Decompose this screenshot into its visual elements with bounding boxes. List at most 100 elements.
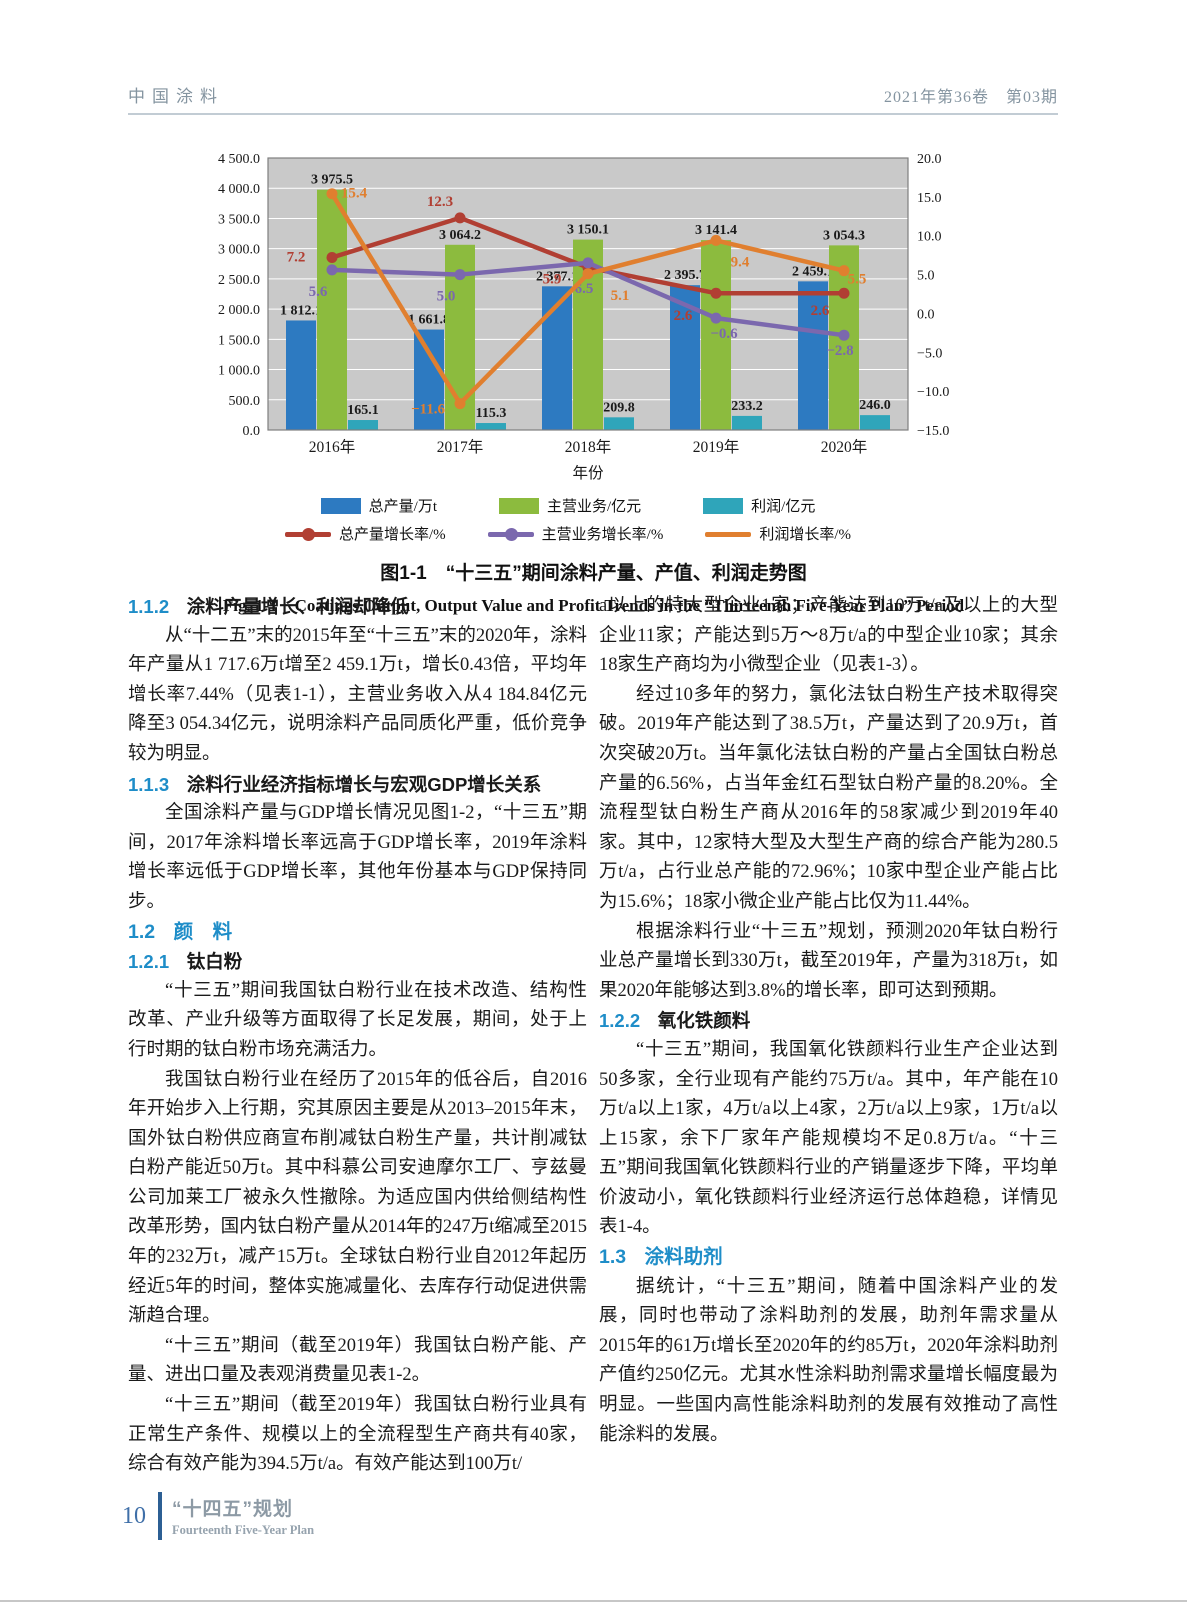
svg-text:9.4: 9.4 — [731, 254, 750, 270]
legend-swatch-bar — [320, 497, 361, 514]
svg-text:3 054.3: 3 054.3 — [823, 228, 865, 243]
svg-text:1 812.1: 1 812.1 — [280, 303, 322, 318]
body-paragraph: 从“十二五”末的2015年至“十三五”末的2020年，涂料年产量从1 717.6… — [128, 625, 587, 764]
svg-text:2016年: 2016年 — [309, 438, 356, 456]
legend-label: 利润/亿元 — [751, 499, 816, 515]
svg-text:5.0: 5.0 — [437, 289, 456, 305]
legend-item: 总产量增长率/% — [284, 523, 446, 544]
svg-text:5.1: 5.1 — [611, 288, 630, 304]
section-number: 1.2 — [128, 920, 156, 943]
footer-plan-cn: “十四五”规划 — [172, 1499, 294, 1520]
body-paragraph: a以上的特大型企业1家；产能达到10万t/a及以上的大型企业11家；产能达到5万… — [599, 596, 1058, 676]
section-number: 1.3 — [599, 1246, 627, 1269]
section-heading: 1.1.3 涂料行业经济指标增长与宏观GDP增长关系 — [128, 770, 587, 800]
svg-text:165.1: 165.1 — [347, 403, 379, 418]
body-paragraph: 经过10多年的努力，氯化法钛白粉生产技术取得突破。2019年产能达到了38.5万… — [599, 684, 1058, 912]
svg-text:7.2: 7.2 — [287, 249, 306, 265]
svg-text:20.0: 20.0 — [917, 152, 942, 167]
section-heading: 1.1.2 涂料产量增长、利润却降低 — [128, 592, 587, 622]
figure-block: 1 812.1 1 661.8 2 377.1 2 395.7 2 459.1 3 975… — [0, 148, 1187, 616]
page-header: 中国涂料 2021年第36卷 第03期 — [128, 82, 1058, 115]
legend-label: 利润增长率/% — [759, 527, 851, 543]
legend-item: 利润/亿元 — [703, 495, 815, 516]
svg-text:−11.6: −11.6 — [411, 402, 445, 418]
legend-row-lines: 总产量增长率/% 主营业务增长率/% 利润增长率/% — [168, 523, 968, 544]
chart-legend: 总产量/万t 主营业务/亿元 利润/亿元 总产量增长率/% 主营业务增长率/% 利润增长… — [168, 495, 968, 544]
svg-text:5.9: 5.9 — [543, 272, 562, 288]
figure-caption-en: Fig. 1-1 Coatings Output, Output Value a… — [222, 596, 965, 615]
legend-item: 主营业务增长率/% — [487, 523, 663, 544]
svg-text:5.6: 5.6 — [309, 284, 328, 300]
chart-area: 1 812.1 1 661.8 2 377.1 2 395.7 2 459.1 3 975… — [168, 148, 968, 488]
svg-text:209.8: 209.8 — [603, 400, 635, 415]
svg-text:1 000.0: 1 000.0 — [218, 364, 260, 379]
footer-divider-bar — [158, 1492, 162, 1540]
svg-text:3 975.5: 3 975.5 — [311, 173, 353, 188]
svg-text:−0.6: −0.6 — [710, 326, 738, 342]
svg-text:−10.0: −10.0 — [917, 385, 949, 400]
svg-text:2 500.0: 2 500.0 — [218, 273, 260, 288]
svg-text:−15.0: −15.0 — [917, 424, 949, 439]
section-number: 1.2.1 — [128, 951, 170, 973]
body-paragraph: 我国钛白粉行业在经历了2015年的低谷后，自2016年开始步入上行期，究其原因主… — [128, 1069, 587, 1327]
legend-swatch-bar — [703, 497, 744, 514]
footer-plan-en: Fourteenth Five-Year Plan — [172, 1523, 315, 1537]
body-paragraph: “十三五”期间我国钛白粉行业在技术改造、结构性改革、产业升级等方面取得了长足发展… — [128, 980, 587, 1060]
issue-info: 2021年第36卷 第03期 — [883, 89, 1058, 106]
svg-text:4 500.0: 4 500.0 — [218, 152, 260, 167]
section-title: 氧化铁颜料 — [657, 1010, 751, 1032]
section-heading: 1.2 颜 料 — [128, 918, 587, 948]
svg-text:2017年: 2017年 — [437, 438, 484, 456]
section-heading: 1.2.2 氧化铁颜料 — [599, 1006, 1058, 1036]
svg-text:3 141.4: 3 141.4 — [695, 223, 737, 238]
legend-swatch-line — [284, 526, 331, 542]
body-paragraph: “十三五”期间，我国氧化铁颜料行业生产企业达到50多家，全行业现有产能约75万t… — [599, 1039, 1058, 1238]
legend-item: 主营业务/亿元 — [499, 495, 641, 516]
section-number: 1.2.2 — [599, 1010, 641, 1032]
section-number: 1.1.2 — [128, 596, 170, 617]
legend-label: 主营业务/亿元 — [547, 499, 642, 515]
page-number: 10 — [122, 1502, 146, 1529]
svg-text:2.6: 2.6 — [811, 303, 830, 319]
svg-text:1 661.8: 1 661.8 — [408, 313, 450, 328]
svg-text:10.0: 10.0 — [917, 230, 942, 245]
body-paragraph: 全国涂料产量与GDP增长情况见图1-2，“十三五”期间，2017年涂料增长率远高… — [128, 803, 587, 912]
footer-text: “十四五”规划 Fourteenth Five-Year Plan — [172, 1494, 314, 1538]
svg-text:−5.0: −5.0 — [917, 346, 942, 361]
section-number: 1.1.3 — [128, 773, 170, 795]
section-title: 颜 料 — [173, 920, 233, 943]
svg-text:2020年: 2020年 — [821, 438, 868, 456]
svg-text:12.3: 12.3 — [427, 194, 453, 210]
left-column: 1.1.2 涂料产量增长、利润却降低 从“十二五”末的2015年至“十三五”末的20… — [128, 592, 587, 1480]
page-footer: 10 “十四五”规划 Fourteenth Five-Year Plan — [112, 1492, 314, 1540]
svg-text:500.0: 500.0 — [229, 394, 261, 409]
legend-label: 总产量增长率/% — [338, 527, 446, 543]
body-paragraph: “十三五”期间（截至2019年）我国钛白粉产能、产量、进出口量及表观消费量见表1… — [128, 1335, 587, 1386]
body-columns: 1.1.2 涂料产量增长、利润却降低 从“十二五”末的2015年至“十三五”末的20… — [128, 592, 1058, 1480]
svg-text:2019年: 2019年 — [693, 438, 740, 456]
svg-text:246.0: 246.0 — [859, 398, 891, 413]
legend-item: 总产量/万t — [320, 495, 437, 516]
trend-chart: 1 812.11 661.82 377.1 2 395.7 2 459.13 975… — [218, 152, 949, 482]
body-paragraph: 据统计，“十三五”期间，随着中国涂料产业的发展，同时也带动了涂料助剂的发展，助剂… — [599, 1276, 1058, 1445]
svg-text:5.5: 5.5 — [848, 272, 867, 288]
svg-text:年份: 年份 — [572, 464, 604, 482]
legend-swatch-line — [487, 526, 534, 542]
svg-text:0.0: 0.0 — [917, 307, 935, 322]
body-paragraph: “十三五”期间（截至2019年）我国钛白粉行业具有正常生产条件、规模以上的全流程… — [128, 1395, 587, 1475]
svg-text:1 500.0: 1 500.0 — [218, 333, 260, 348]
svg-text:3 500.0: 3 500.0 — [218, 212, 260, 227]
legend-item: 利润增长率/% — [705, 523, 851, 544]
section-heading: 1.2.1 钛白粉 — [128, 947, 587, 977]
svg-text:4 000.0: 4 000.0 — [218, 182, 260, 197]
svg-text:0.0: 0.0 — [243, 424, 261, 439]
legend-swatch-bar — [499, 497, 539, 514]
svg-text:2 395.7: 2 395.7 — [664, 268, 706, 283]
svg-text:3 150.1: 3 150.1 — [567, 223, 609, 238]
section-title: 钛白粉 — [186, 951, 243, 973]
svg-text:15.4: 15.4 — [341, 186, 368, 202]
section-title: 涂料助剂 — [644, 1246, 723, 1269]
figure-caption-cn: 图1-1 “十三五”期间涂料产量、产值、利润走势图 — [380, 563, 807, 584]
svg-text:3 064.2: 3 064.2 — [439, 228, 481, 243]
